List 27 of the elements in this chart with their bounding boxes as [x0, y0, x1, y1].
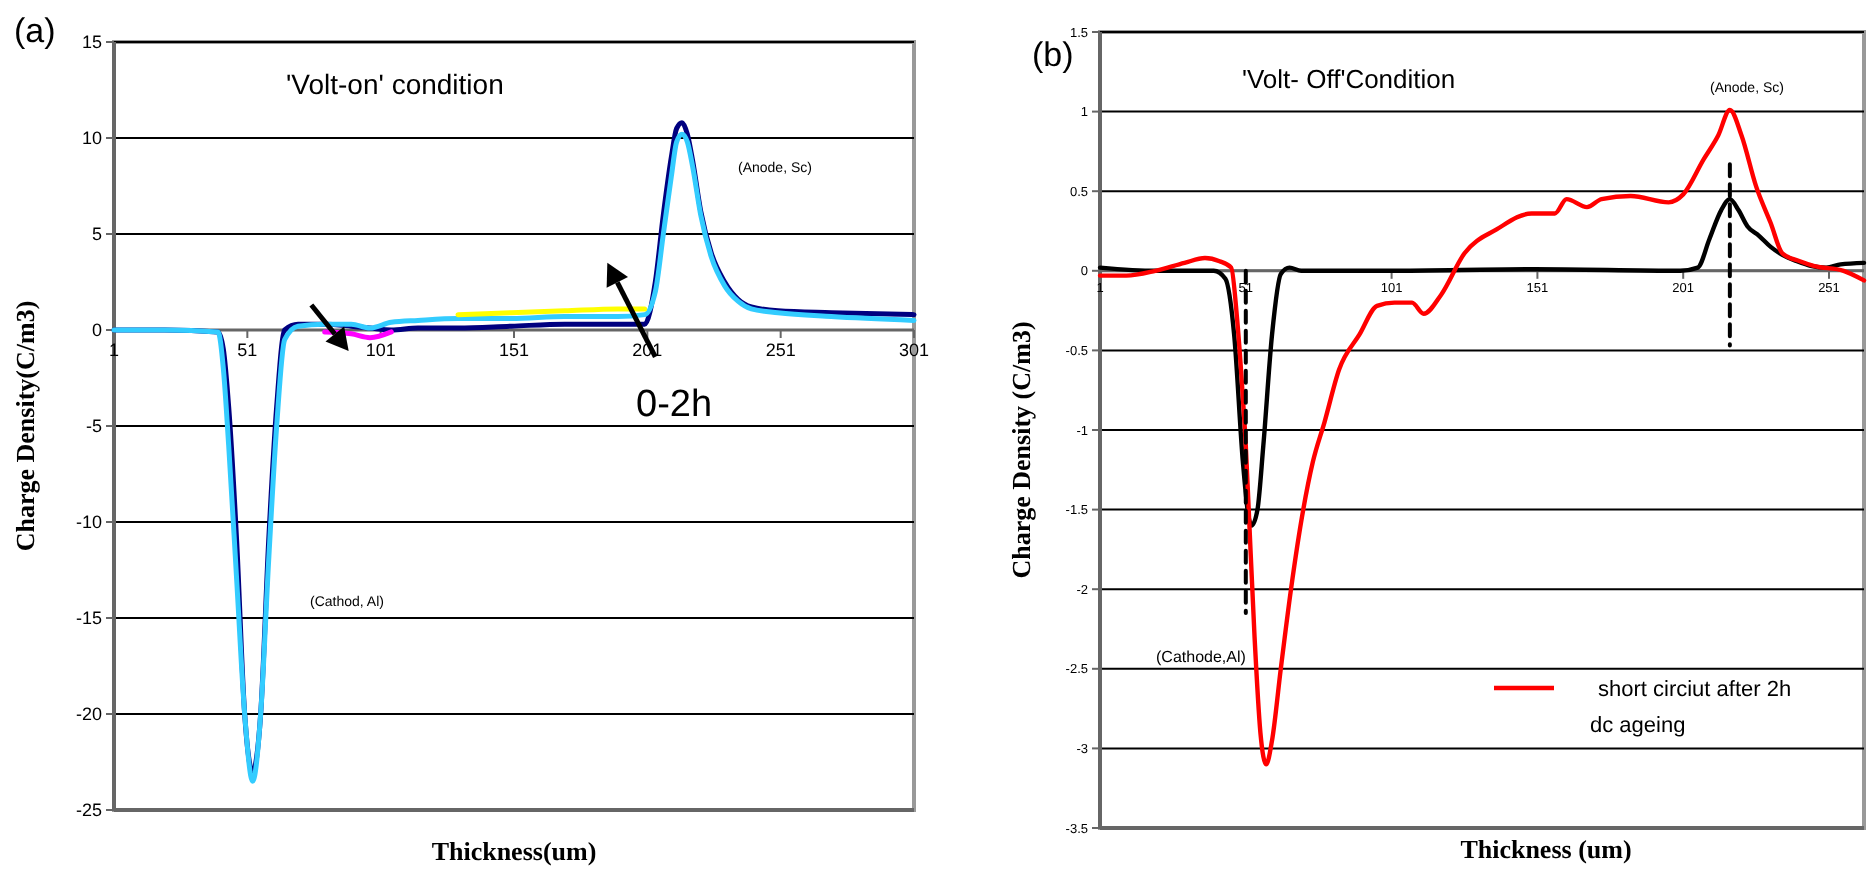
y-tick-label: -25 [75, 800, 102, 821]
y-tick-label: -5 [85, 416, 102, 437]
annotation: (Cathode,Al) [1156, 648, 1247, 666]
x-axis-title: Thickness (um) [1460, 834, 1632, 864]
y-tick-label: 15 [81, 32, 102, 53]
y-tick-label: 5 [91, 224, 102, 245]
x-tick-label: 51 [237, 340, 258, 360]
annotation: 0-2h [636, 384, 713, 426]
text: (b) [1032, 36, 1074, 74]
text: (a) [14, 12, 56, 50]
x-tick-label: 301 [898, 340, 930, 360]
legend-label: short circiut after 2h dc ageing [1590, 678, 1792, 738]
y-tick-label: -15 [75, 608, 102, 629]
text: 'Volt- Off'Condition [1242, 64, 1456, 94]
x-tick-label: 151 [498, 340, 530, 360]
y-axis-title: Charge Density (C/m3) [1006, 321, 1036, 579]
x-axis-title: Thickness(um) [431, 836, 597, 866]
y-tick-label: -10 [75, 512, 102, 533]
x-tick-label: 1 [108, 340, 120, 360]
y-axis-title: Charge Density(C/m3) [10, 300, 40, 552]
x-tick-label: 251 [765, 340, 796, 360]
y-tick-label: 10 [81, 128, 102, 149]
text: 'Volt-on' condition [286, 68, 504, 100]
x-tick-label: 101 [365, 340, 396, 360]
y-tick-label: -20 [75, 704, 102, 725]
y-tick-label: 0 [91, 320, 102, 341]
line-series [1097, 107, 1867, 767]
